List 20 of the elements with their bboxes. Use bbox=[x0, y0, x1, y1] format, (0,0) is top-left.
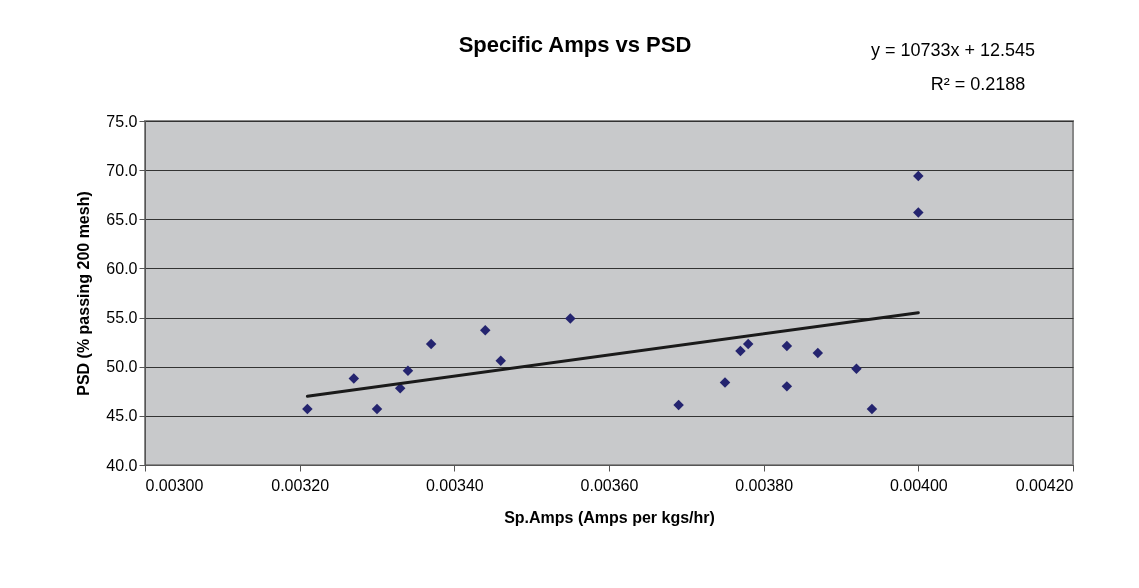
chart-title: Specific Amps vs PSD bbox=[458, 32, 692, 57]
y-tick-label: 50.0 bbox=[106, 358, 138, 376]
x-tick-label: 0.00400 bbox=[889, 476, 948, 494]
x-tick-label: 0.00380 bbox=[735, 476, 794, 494]
y-tick-label: 70.0 bbox=[106, 161, 138, 179]
y-tick-label: 75.0 bbox=[106, 112, 138, 130]
x-tick-label: 0.00300 bbox=[145, 476, 204, 494]
y-axis-title: PSD (% passing 200 mesh) bbox=[75, 191, 93, 396]
y-tick-label: 40.0 bbox=[106, 456, 138, 474]
y-tick-label: 65.0 bbox=[106, 210, 138, 228]
x-tick-label: 0.00360 bbox=[580, 476, 639, 494]
text: y = 10733x + 12.545 bbox=[870, 40, 1036, 60]
y-tick-label: 55.0 bbox=[106, 309, 138, 327]
y-tick-label: 60.0 bbox=[106, 259, 138, 277]
text: R² = 0.2188 bbox=[930, 74, 1026, 94]
x-tick-label: 0.00340 bbox=[425, 476, 484, 494]
x-tick-label: 0.00420 bbox=[1015, 476, 1074, 494]
x-axis-title: Sp.Amps (Amps per kgs/hr) bbox=[504, 508, 715, 526]
x-tick-label: 0.00320 bbox=[271, 476, 330, 494]
y-tick-label: 45.0 bbox=[106, 407, 138, 425]
